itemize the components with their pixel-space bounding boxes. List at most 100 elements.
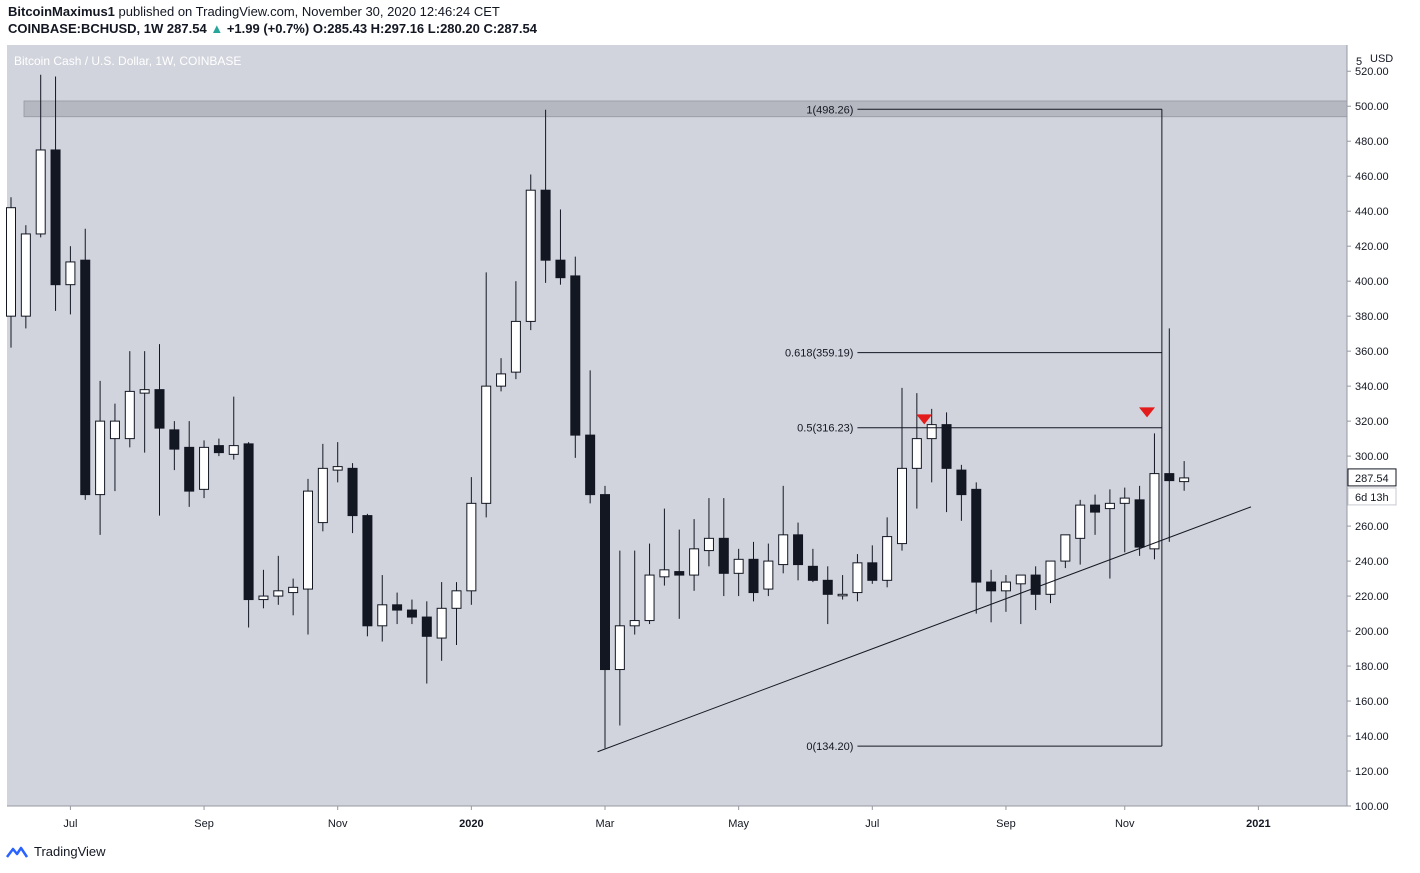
candle[interactable] [1060, 534, 1071, 569]
candle[interactable] [50, 76, 61, 311]
candle-body-down [406, 609, 417, 618]
candle[interactable] [971, 482, 982, 614]
candle[interactable] [184, 421, 195, 507]
candle[interactable] [1090, 494, 1101, 535]
candle[interactable] [35, 74, 46, 238]
candle[interactable] [466, 477, 477, 605]
price-axis[interactable] [1347, 45, 1414, 806]
price-change: +1.99 (+0.7%) [226, 21, 310, 36]
candle[interactable] [807, 548, 818, 583]
candle[interactable] [763, 543, 774, 597]
candle[interactable] [65, 246, 76, 315]
candle[interactable] [95, 380, 106, 535]
candle[interactable] [659, 508, 670, 586]
candle[interactable] [1075, 499, 1086, 565]
candle[interactable] [273, 555, 284, 605]
candle[interactable] [109, 403, 120, 492]
candle[interactable] [733, 548, 744, 597]
candle[interactable] [481, 272, 492, 518]
candle[interactable] [525, 174, 536, 331]
candle[interactable] [629, 550, 640, 635]
candle[interactable] [258, 569, 269, 609]
candle[interactable] [852, 554, 863, 602]
candle[interactable] [406, 599, 417, 625]
candle[interactable] [169, 421, 180, 471]
x-axis-tick-label: Nov [1115, 818, 1135, 830]
time-axis[interactable] [7, 806, 1414, 836]
candle[interactable] [80, 228, 91, 500]
candle[interactable] [124, 351, 135, 448]
candle[interactable] [585, 370, 596, 504]
candle[interactable] [332, 442, 343, 483]
resistance-zone[interactable] [23, 100, 1348, 118]
candle[interactable] [496, 358, 507, 392]
candle[interactable] [837, 575, 848, 600]
candle[interactable] [436, 582, 447, 661]
red-arrow-down-icon[interactable] [1139, 407, 1156, 418]
candle[interactable] [778, 485, 789, 574]
candle[interactable] [882, 517, 893, 588]
red-arrow-down-icon[interactable] [916, 414, 933, 425]
candle[interactable] [317, 443, 328, 532]
candle[interactable] [6, 197, 16, 348]
candle[interactable] [392, 592, 403, 625]
candle[interactable] [600, 485, 610, 749]
candle[interactable] [1149, 433, 1160, 560]
y-axis-tick-label: 500.00 [1355, 101, 1389, 113]
y-axis-tick-label: 260.00 [1355, 521, 1389, 533]
candle[interactable] [540, 109, 551, 283]
candle[interactable] [20, 225, 31, 329]
candle[interactable] [1119, 487, 1130, 553]
candle[interactable] [228, 396, 239, 460]
candle[interactable] [911, 393, 922, 509]
candle[interactable] [154, 344, 165, 516]
candle-body-down [362, 515, 373, 627]
symbol-label: COINBASE:BCHUSD, 1W [8, 21, 164, 36]
candle[interactable] [243, 442, 254, 628]
candle[interactable] [303, 478, 313, 635]
footer-brand[interactable]: TradingView [34, 844, 106, 859]
candle[interactable] [897, 387, 907, 551]
candle-body-up [1075, 504, 1086, 539]
candle[interactable] [199, 440, 210, 499]
candle[interactable] [689, 519, 700, 591]
candle[interactable] [986, 569, 997, 623]
candle[interactable] [421, 601, 432, 684]
candle[interactable] [570, 256, 581, 458]
candle[interactable] [1104, 489, 1115, 579]
candle[interactable] [867, 545, 878, 584]
candle[interactable] [793, 522, 804, 581]
candle[interactable] [510, 281, 521, 380]
candle[interactable] [941, 412, 952, 513]
candle[interactable] [362, 513, 373, 637]
candle[interactable] [644, 543, 655, 625]
ascending-trendline[interactable] [597, 506, 1252, 753]
candle[interactable] [614, 550, 625, 726]
candle[interactable] [926, 408, 937, 483]
candle[interactable] [451, 582, 462, 646]
candle[interactable] [718, 498, 729, 597]
candle[interactable] [1134, 485, 1145, 556]
candle[interactable] [555, 209, 566, 285]
candle[interactable] [703, 498, 714, 567]
candle-body-up [778, 534, 789, 566]
candle[interactable] [288, 578, 299, 616]
candle[interactable] [674, 529, 685, 619]
candle[interactable] [1164, 328, 1175, 542]
candle[interactable] [139, 351, 150, 453]
candle[interactable] [1000, 575, 1011, 612]
candle[interactable] [1015, 574, 1026, 625]
candle[interactable] [956, 464, 967, 521]
candle[interactable] [1030, 566, 1041, 611]
candle[interactable] [347, 463, 358, 534]
candle[interactable] [822, 566, 833, 625]
candle[interactable] [377, 575, 388, 642]
high-value: 297.16 [384, 21, 425, 36]
candle[interactable] [213, 438, 224, 457]
candle[interactable] [748, 541, 759, 602]
author-name[interactable]: BitcoinMaximus1 [8, 4, 115, 19]
candle-body-up [911, 438, 922, 469]
tradingview-logo-icon[interactable] [6, 845, 28, 859]
candle[interactable] [1179, 461, 1190, 491]
